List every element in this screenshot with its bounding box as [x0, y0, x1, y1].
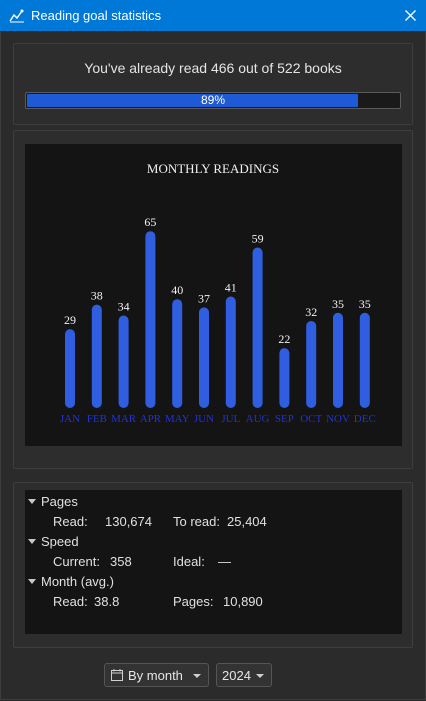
bar-dec: [359, 312, 370, 408]
calendar-icon: [111, 669, 123, 681]
category-label-jun: JUN: [194, 413, 214, 425]
category-label-mar: MAR: [111, 413, 137, 425]
close-button[interactable]: [394, 0, 426, 31]
year-value: 2024: [222, 667, 251, 683]
progress-fill: [27, 94, 358, 107]
title-bar: Reading goal statistics: [0, 0, 426, 31]
category-label-jul: JUL: [221, 413, 240, 425]
pages-read-label: Read:: [53, 514, 88, 529]
view-mode-dropdown[interactable]: By month: [104, 663, 209, 687]
chart-canvas: MONTHLY READINGS 29 JAN 38 FEB 34 MAR 65 APR 40 M…: [60, 161, 376, 425]
pages-values-row: Read: 130,674 To read: 25,404: [25, 512, 402, 532]
pages-toread-label: To read:: [173, 514, 220, 529]
close-icon[interactable]: [404, 10, 416, 21]
value-label-apr: 65: [144, 215, 156, 229]
speed-ideal-value: —: [218, 554, 231, 569]
value-label-mar: 34: [118, 300, 130, 314]
month-pages-value: 10,890: [223, 594, 263, 609]
category-label-may: MAY: [165, 413, 190, 425]
monthly-readings-chart: MONTHLY READINGS 29 JAN 38 FEB 34 MAR 65 APR 40 M…: [25, 144, 402, 446]
window-title: Reading goal statistics: [31, 8, 162, 23]
month-avg-group[interactable]: Month (avg.): [25, 572, 402, 592]
value-label-jun: 37: [198, 291, 210, 305]
expand-caret-icon[interactable]: [28, 539, 36, 544]
speed-group[interactable]: Speed: [25, 532, 402, 552]
bar-mar: [118, 315, 129, 408]
chevron-down-icon: [256, 674, 264, 678]
month-pages-label: Pages:: [173, 594, 214, 609]
reading-progress-bar: 89%: [25, 92, 401, 109]
bar-sep: [279, 348, 290, 408]
category-label-nov: NOV: [326, 413, 350, 425]
view-mode-value: By month: [128, 667, 183, 683]
expand-caret-icon[interactable]: [28, 499, 36, 504]
expand-caret-icon[interactable]: [28, 579, 36, 584]
value-label-nov: 35: [332, 297, 344, 311]
speed-values-row: Current: 358 Ideal: —: [25, 552, 402, 572]
category-label-jan: JAN: [60, 413, 80, 425]
value-label-dec: 35: [359, 297, 371, 311]
pages-group[interactable]: Pages: [25, 492, 402, 512]
year-dropdown[interactable]: 2024: [216, 663, 272, 687]
statistics-tree: Pages Read: 130,674 To read: 25,404 Spee…: [25, 490, 402, 634]
value-label-may: 40: [171, 283, 183, 297]
category-label-apr: APR: [140, 413, 162, 425]
category-label-feb: FEB: [87, 413, 107, 425]
value-label-feb: 38: [91, 289, 103, 303]
value-label-aug: 59: [252, 232, 264, 246]
speed-current-value: 358: [110, 554, 132, 569]
speed-ideal-label: Ideal:: [173, 554, 205, 569]
progress-panel: You've already read 466 out of 522 books…: [13, 43, 413, 125]
pages-group-label: Pages: [41, 494, 78, 509]
speed-group-label: Speed: [41, 534, 79, 549]
value-label-oct: 32: [305, 305, 317, 319]
bar-jul: [225, 296, 236, 408]
bar-oct: [306, 320, 317, 408]
bar-jan: [65, 329, 75, 408]
category-label-dec: DEC: [354, 413, 376, 425]
bar-feb: [91, 304, 102, 408]
month-read-label: Read:: [53, 594, 88, 609]
month-read-value: 38.8: [94, 594, 120, 609]
bar-may: [172, 299, 183, 408]
category-label-oct: OCT: [300, 413, 322, 425]
month-avg-group-label: Month (avg.): [41, 574, 114, 589]
bar-nov: [333, 312, 343, 408]
value-label-jul: 41: [225, 280, 237, 294]
speed-current-label: Current:: [53, 554, 100, 569]
progress-percent-label: 89%: [200, 93, 226, 107]
stats-panel: Pages Read: 130,674 To read: 25,404 Spee…: [13, 482, 413, 648]
bar-aug: [252, 247, 263, 408]
bottom-controls: By month 2024: [0, 663, 426, 689]
month-values-row: Read: 38.8 Pages: 10,890: [25, 592, 402, 612]
chart-title: MONTHLY READINGS: [147, 161, 279, 176]
category-label-sep: SEP: [275, 413, 294, 425]
pages-toread-value: 25,404: [227, 514, 267, 529]
value-label-sep: 22: [278, 332, 290, 346]
progress-summary: You've already read 466 out of 522 books: [84, 60, 342, 76]
chevron-down-icon: [193, 674, 201, 678]
bar-jun: [199, 307, 209, 408]
category-label-aug: AUG: [246, 413, 270, 425]
pages-read-value: 130,674: [105, 514, 152, 529]
value-label-jan: 29: [64, 313, 76, 327]
bar-apr: [145, 231, 156, 408]
chart-panel: MONTHLY READINGS 29 JAN 38 FEB 34 MAR 65 APR 40 M…: [13, 130, 413, 469]
line-chart-icon: [9, 9, 24, 22]
